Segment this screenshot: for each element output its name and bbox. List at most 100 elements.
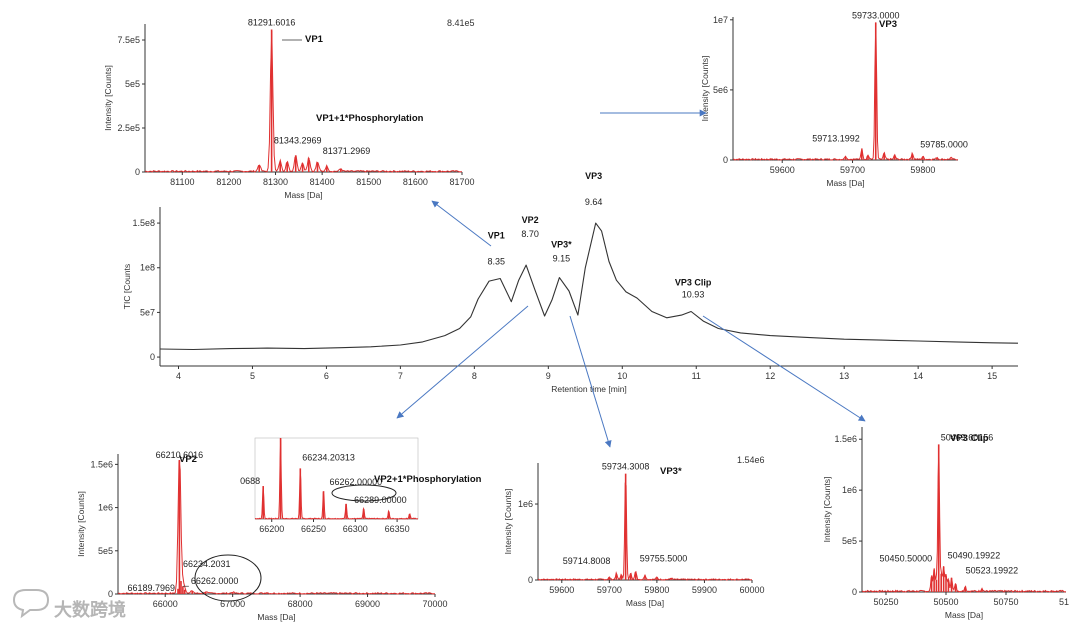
spectrum-trace <box>254 439 419 520</box>
peak-label: 81371.2969 <box>323 146 371 156</box>
y-tick-label: 1.5e6 <box>90 459 113 469</box>
y-tick-label: 7.5e5 <box>117 35 140 45</box>
annotation-vp3: VP3 <box>879 19 897 30</box>
y-tick-label: 5e5 <box>98 546 113 556</box>
peak-rt: 10.93 <box>682 290 705 300</box>
panel-vp1: 81100 81200 81300 81400 81500 81600 81700 0 2.5e… <box>103 17 475 200</box>
peak-name: VP3 <box>585 171 602 181</box>
x-tick-label: 81600 <box>403 177 428 187</box>
peak-name: VP3* <box>551 240 572 250</box>
watermark-text: 大数跨境 <box>54 599 126 620</box>
corner-label: 8.41e5 <box>447 18 475 28</box>
annotation-vp1-phospho: VP1+1*Phosphorylation <box>316 113 424 124</box>
peak-label: 81291.6016 <box>248 17 296 27</box>
x-tick-label: 14 <box>913 371 923 381</box>
peak-name: VP2 <box>522 215 539 225</box>
highlight-ellipse <box>194 554 262 602</box>
highlight-ellipse <box>331 484 397 502</box>
y-tick-label: 2.5e5 <box>117 123 140 133</box>
x-tick-label: 6 <box>324 371 329 381</box>
peak-label: 66210.6016 <box>156 450 204 460</box>
x-tick-label: 81500 <box>356 177 381 187</box>
x-tick-label: 4 <box>176 371 181 381</box>
panel-vp3: 59600 59700 59800 0 5e6 1e7 Mass [Da] Intensity… <box>700 11 968 188</box>
x-tick-label: 81400 <box>310 177 335 187</box>
panel-vp3clip: 50250 50500 50750 51 0 5e5 1e6 1.5e6 Mass [Da] In… <box>822 427 1069 620</box>
x-tick-label: 81300 <box>263 177 288 187</box>
peak-label: 59785.0000 <box>920 140 968 150</box>
x-tick-label: 66300 <box>343 524 368 534</box>
x-tick-label: 59800 <box>644 585 669 595</box>
peak-label: 59714.8008 <box>563 556 611 566</box>
annotation-vp3star: VP3* <box>660 466 682 477</box>
panel-vp3star: 59600 59700 59800 59900 60000 0 1e6 Mass [Da] In… <box>503 455 765 608</box>
connector-arrows <box>396 109 866 448</box>
y-tick-label: 0 <box>528 575 533 585</box>
x-tick-label: 12 <box>765 371 775 381</box>
peak-rt: 9.15 <box>553 254 571 264</box>
peak-label: 81343.2969 <box>274 135 322 145</box>
x-tick-label: 66200 <box>259 524 284 534</box>
annotation-vp2-phospho: VP2+1*Phosphorylation <box>374 474 482 485</box>
y-tick-label: 1e8 <box>140 263 155 273</box>
x-axis-label: Mass [Da] <box>284 190 322 200</box>
x-tick-label: 11 <box>692 371 701 381</box>
x-tick-label: 7 <box>398 371 403 381</box>
y-tick-label: 0 <box>135 167 140 177</box>
peak-rt: 8.35 <box>487 256 505 266</box>
corner-label: 1.54e6 <box>737 455 765 465</box>
annotation-vp1: VP1 <box>305 34 324 45</box>
x-tick-label: 67000 <box>220 599 245 609</box>
x-tick-label: 81200 <box>216 177 241 187</box>
peak-label: 59713.1992 <box>812 133 860 143</box>
x-axis-label: Mass [Da] <box>945 610 983 620</box>
arrow-vp3clip <box>702 315 866 422</box>
spectrum-trace <box>732 22 959 161</box>
x-tick-label: 15 <box>987 371 997 381</box>
x-tick-label: 59600 <box>770 165 795 175</box>
peak-label: 50469.60156 <box>941 432 994 442</box>
y-tick-label: 1.5e8 <box>132 218 155 228</box>
peak-label: 59734.3008 <box>602 462 650 472</box>
x-tick-label: 50750 <box>993 597 1018 607</box>
arrow-vp2 <box>396 305 529 419</box>
x-tick-label: 68000 <box>288 599 313 609</box>
x-tick-label: 51 <box>1059 597 1069 607</box>
x-tick-label: 66000 <box>153 599 178 609</box>
chat-bubble-icon <box>12 589 50 619</box>
y-tick-label: 1e7 <box>713 15 728 25</box>
x-tick-label: 8 <box>472 371 477 381</box>
x-tick-label: 59600 <box>549 585 574 595</box>
arrow-vp1 <box>431 200 492 247</box>
annotation-vp3clip: VP3 Clip <box>950 433 989 444</box>
peak-label: 59733.0000 <box>852 11 900 21</box>
peak-label: 66234.20313 <box>302 452 355 462</box>
peak-label: 66262.0000 <box>191 576 239 586</box>
peak-label: 66262.00000 <box>330 477 383 487</box>
x-tick-label: 59700 <box>597 585 622 595</box>
x-axis-label: Mass [Da] <box>826 178 864 188</box>
x-axis-label: Mass [Da] <box>626 598 664 608</box>
peak-label: 59755.5000 <box>640 554 688 564</box>
y-tick-label: 5e5 <box>125 79 140 89</box>
spectrum-trace <box>861 446 1067 593</box>
y-tick-label: 1.5e6 <box>834 434 857 444</box>
x-tick-label: 81100 <box>170 177 194 187</box>
y-axis-label: Intensity [Counts] <box>822 477 832 543</box>
spectrum-trace <box>537 482 752 581</box>
panel-vp2_zoom: 66200 66250 66300 66350 0688 66234.20313 66262… <box>240 437 482 534</box>
peak-label: 50450.50000 <box>880 554 933 564</box>
y-axis-label: Intensity [Counts] <box>700 56 710 122</box>
peak-rt: 9.64 <box>585 197 603 207</box>
chat-bubble-shape <box>12 589 50 619</box>
x-tick-label: 70000 <box>422 599 447 609</box>
panel-tic: 4 5 6 7 8 9 10 11 12 13 14 15 0 5e7 1e8 1.5e8 Retention … <box>122 171 1019 394</box>
x-axis-label: Mass [Da] <box>257 612 295 622</box>
y-tick-label: 0 <box>108 589 113 599</box>
y-tick-label: 0 <box>150 352 155 362</box>
arrow-vp3star <box>569 315 612 448</box>
y-tick-label: 0 <box>852 587 857 597</box>
peak-label: 50523.19922 <box>966 566 1019 576</box>
y-tick-label: 1e6 <box>98 503 113 513</box>
